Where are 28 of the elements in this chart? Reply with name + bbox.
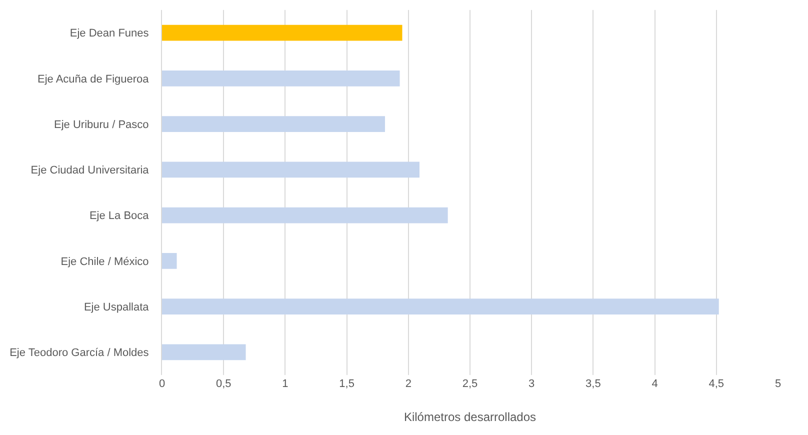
y-tick-label: Eje Acuña de Figueroa [37,73,150,86]
y-tick-label: Eje Ciudad Universitaria [30,164,150,177]
y-tick-label: Eje Chile / México [60,256,149,268]
x-tick-label: 0,5 [216,378,232,390]
y-tick-label: Eje Dean Funes [70,28,150,40]
bar [162,24,402,41]
bar [162,344,246,360]
x-tick-label: 0 [158,378,166,390]
y-tick-label: Eje Teodoro García / Moldes [10,347,150,360]
y-tick-label: Eje Uriburu / Pasco [54,118,149,131]
x-tick-label: 5 [774,378,782,390]
bar [162,298,719,315]
x-tick-label: 1,5 [339,378,354,390]
x-tick-label: 2 [405,378,412,390]
x-axis-title: Kilómetros desarrollados [404,410,536,424]
x-tick-label: 4 [652,378,658,390]
x-tick-label: 4,5 [708,378,724,390]
bar [162,207,448,224]
x-tick-label: 3 [528,378,535,390]
bar [162,162,420,178]
bar [162,252,177,269]
bar [162,70,400,86]
bar [162,116,385,132]
y-tick-label: Eje La Boca [89,210,150,222]
x-tick-label: 2,5 [462,378,478,390]
y-tick-label: Eje Uspallata [84,301,150,314]
x-tick-label: 3,5 [586,378,601,390]
x-tick-label: 1 [282,378,288,390]
